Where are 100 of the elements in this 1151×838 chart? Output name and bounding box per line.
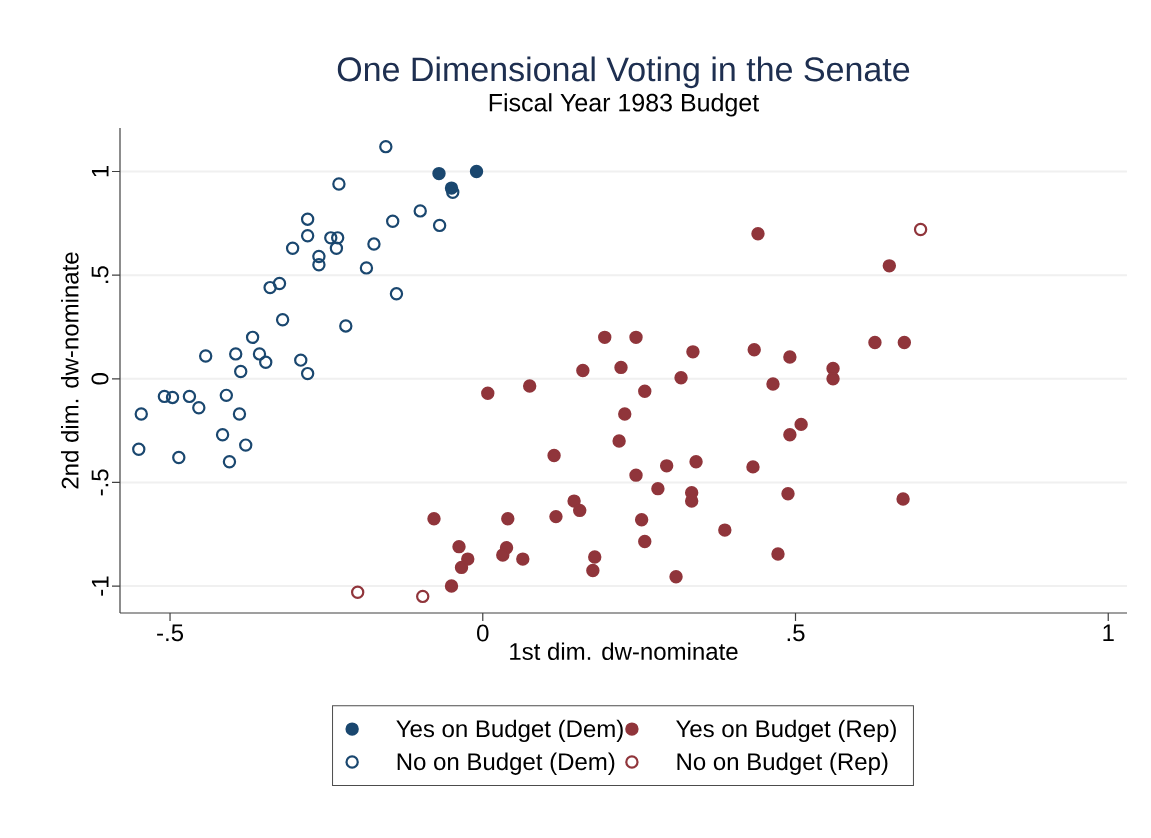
point — [549, 509, 563, 524]
point — [496, 548, 510, 562]
point — [686, 345, 700, 359]
point — [598, 330, 612, 345]
point — [259, 355, 273, 369]
point — [669, 570, 683, 584]
point — [329, 241, 344, 255]
point — [416, 589, 430, 604]
legend-label: No on Budget (Rep) — [677, 752, 888, 775]
y-tick-label: -.5 — [91, 469, 109, 496]
point — [182, 389, 197, 404]
point — [132, 442, 146, 456]
point — [312, 258, 326, 272]
point — [576, 363, 590, 378]
point — [481, 386, 495, 400]
point — [913, 222, 928, 237]
point — [612, 434, 626, 448]
point — [629, 330, 643, 345]
point — [367, 237, 381, 251]
point — [452, 539, 466, 554]
point — [516, 552, 530, 566]
point — [897, 335, 912, 350]
point — [718, 523, 732, 537]
point — [747, 343, 761, 357]
point — [882, 259, 897, 273]
point — [794, 417, 808, 432]
point — [229, 347, 243, 361]
point — [454, 560, 469, 575]
point — [324, 231, 338, 245]
point — [198, 349, 213, 363]
y-tick-label: 0 — [91, 373, 109, 385]
point — [684, 494, 699, 508]
point — [501, 511, 515, 526]
point — [634, 513, 649, 527]
point — [219, 388, 234, 403]
y-axis-title: 2nd dim. dw-nominate — [60, 252, 79, 489]
point — [573, 503, 587, 518]
point — [350, 585, 365, 599]
x-axis-title: 1st dim. dw-nominate — [510, 642, 738, 661]
point — [771, 547, 785, 561]
point — [868, 335, 882, 350]
point — [192, 401, 206, 415]
y-tick-label: .5 — [91, 266, 109, 283]
point — [751, 227, 765, 241]
point — [896, 492, 910, 506]
point — [618, 407, 632, 421]
point — [272, 276, 287, 291]
chart-title: One Dimensional Voting in the Senate — [337, 56, 910, 89]
point — [285, 241, 300, 255]
point — [215, 428, 230, 442]
point — [332, 177, 346, 191]
x-tick-label: 1 — [1103, 624, 1114, 642]
legend-label: No on Budget (Dem) — [397, 752, 615, 775]
point — [689, 454, 703, 469]
x-tick-label: -.5 — [157, 624, 184, 642]
point — [263, 280, 277, 295]
point — [432, 166, 446, 181]
point — [638, 534, 652, 549]
point — [588, 550, 602, 564]
point — [165, 390, 180, 405]
point — [659, 459, 674, 473]
point — [746, 460, 760, 474]
legend-label: Yes on Budget (Rep) — [676, 719, 896, 743]
point — [567, 494, 581, 508]
point — [252, 347, 267, 361]
point — [547, 448, 561, 463]
legend-label: Yes on Budget (Dem) — [396, 719, 623, 743]
point — [781, 487, 795, 501]
y-tick-label: 1 — [91, 166, 109, 177]
point — [586, 563, 600, 578]
point — [222, 454, 237, 469]
point — [300, 366, 315, 381]
point — [674, 371, 688, 385]
y-tick-label: -1 — [91, 576, 109, 596]
point — [234, 364, 248, 379]
point — [469, 164, 484, 179]
point — [522, 379, 537, 393]
point — [444, 579, 459, 593]
point — [172, 450, 186, 465]
chart-subtitle: Fiscal Year 1983 Budget — [489, 93, 759, 117]
point — [432, 218, 447, 233]
point — [766, 377, 780, 391]
point — [239, 438, 253, 452]
point — [134, 407, 148, 421]
point — [359, 261, 374, 275]
point — [826, 372, 840, 386]
x-tick-label: .5 — [787, 624, 805, 642]
point — [245, 330, 260, 345]
point — [783, 350, 797, 364]
point — [232, 407, 247, 421]
x-tick-label: 0 — [477, 624, 489, 642]
point — [386, 214, 400, 228]
point — [614, 360, 628, 375]
point — [638, 384, 652, 398]
point — [312, 249, 326, 264]
point — [427, 511, 441, 526]
point — [300, 229, 315, 243]
point — [294, 353, 308, 367]
point — [300, 212, 315, 226]
point — [783, 428, 797, 442]
